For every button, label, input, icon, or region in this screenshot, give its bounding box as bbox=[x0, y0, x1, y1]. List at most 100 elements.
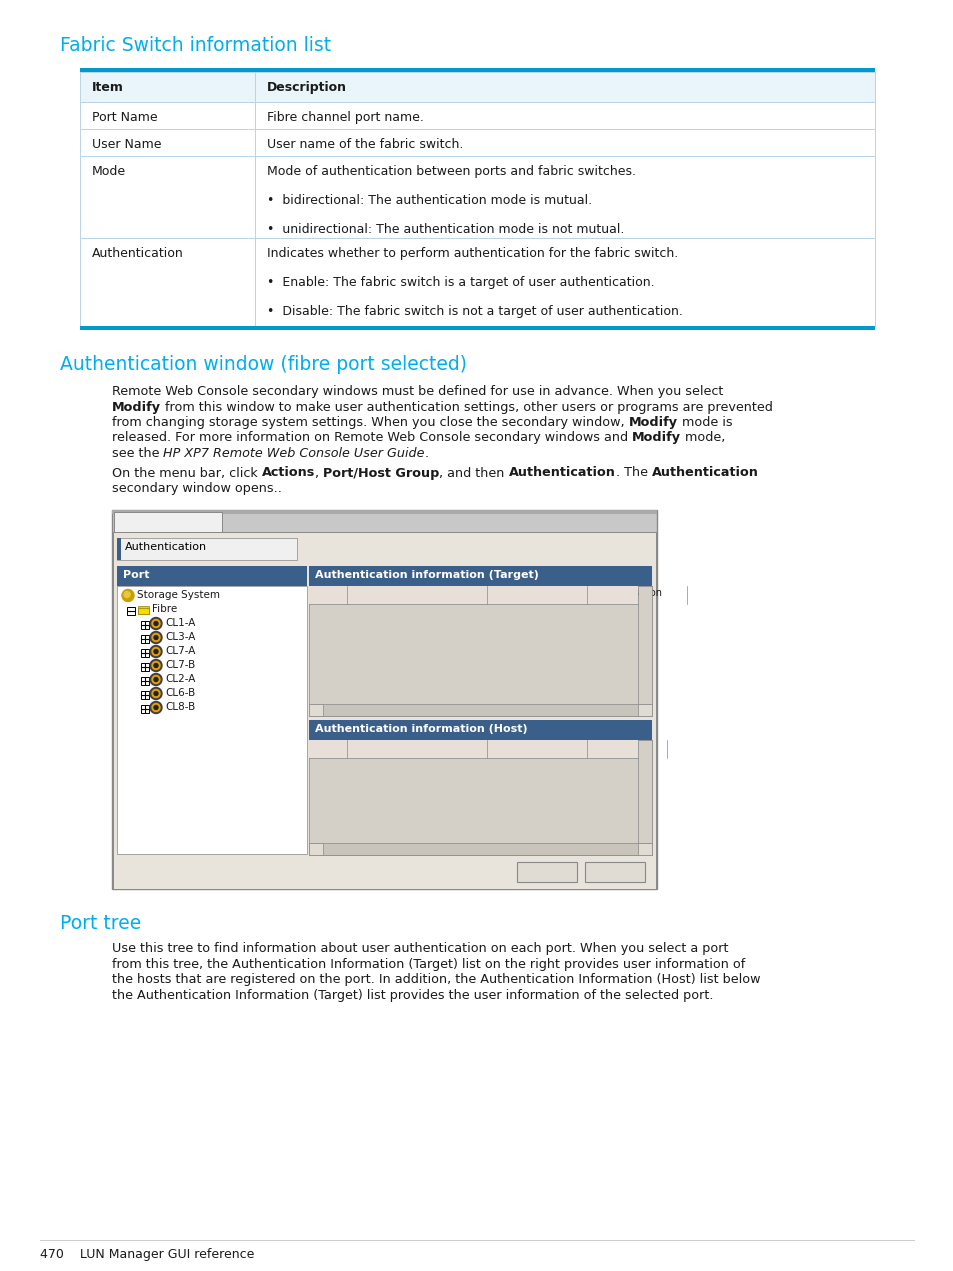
Circle shape bbox=[150, 688, 162, 699]
Circle shape bbox=[153, 649, 158, 653]
Bar bbox=[80, 69, 874, 72]
Text: from this tree, the Authentication Information (Target) list on the right provid: from this tree, the Authentication Infor… bbox=[112, 958, 744, 971]
Text: Storage System: Storage System bbox=[137, 591, 220, 600]
Text: ,: , bbox=[314, 466, 323, 479]
Bar bbox=[638, 704, 651, 716]
Bar bbox=[80, 325, 874, 330]
Bar bbox=[117, 586, 307, 854]
Text: CL1-A: CL1-A bbox=[165, 619, 195, 628]
Circle shape bbox=[152, 633, 160, 642]
Text: see the: see the bbox=[112, 447, 163, 460]
Text: •  Enable: The fabric switch is a target of user authentication.: • Enable: The fabric switch is a target … bbox=[267, 276, 654, 289]
Bar bbox=[141, 690, 149, 699]
Text: FC Authentication: FC Authentication bbox=[120, 515, 213, 525]
Text: Port: Port bbox=[123, 569, 150, 580]
Text: Indicates whether to perform authentication for the fabric switch.: Indicates whether to perform authenticat… bbox=[267, 247, 678, 261]
Text: Authentication information (Target): Authentication information (Target) bbox=[314, 569, 538, 580]
Bar bbox=[309, 843, 323, 854]
Bar bbox=[141, 662, 149, 671]
Text: Fabric Switch information list: Fabric Switch information list bbox=[60, 36, 331, 55]
Text: No.: No. bbox=[313, 588, 329, 599]
Text: •  bidirectional: The authentication mode is mutual.: • bidirectional: The authentication mode… bbox=[267, 194, 592, 207]
Bar bbox=[517, 863, 577, 882]
Bar bbox=[113, 511, 222, 531]
Bar bbox=[138, 608, 149, 614]
Text: Mode of authentication between ports and fabric switches.: Mode of authentication between ports and… bbox=[267, 165, 636, 178]
Text: mode is: mode is bbox=[677, 416, 732, 430]
Text: Mode: Mode bbox=[91, 165, 126, 178]
Text: CL2-A: CL2-A bbox=[165, 675, 195, 685]
Circle shape bbox=[150, 632, 162, 643]
Bar bbox=[141, 634, 149, 643]
Bar bbox=[638, 843, 651, 854]
Bar bbox=[309, 586, 638, 604]
Text: •  unidirectional: The authentication mode is not mutual.: • unidirectional: The authentication mod… bbox=[267, 222, 623, 236]
Text: Authentication: Authentication bbox=[590, 588, 662, 599]
Circle shape bbox=[153, 636, 158, 639]
Text: Modify: Modify bbox=[632, 431, 680, 445]
Text: Authentication: Authentication bbox=[508, 466, 615, 479]
Bar bbox=[127, 606, 135, 614]
Text: released. For more information on Remote Web Console secondary windows and: released. For more information on Remote… bbox=[112, 431, 632, 445]
Text: User name of the fabric switch.: User name of the fabric switch. bbox=[267, 139, 463, 151]
Bar bbox=[80, 72, 874, 102]
Bar bbox=[141, 704, 149, 713]
Text: Actions: Actions bbox=[261, 466, 314, 479]
Text: Authentication window (fibre port selected): Authentication window (fibre port select… bbox=[60, 355, 467, 374]
Bar bbox=[80, 102, 874, 128]
Text: Authentication: Authentication bbox=[651, 466, 758, 479]
Text: Remote Web Console secondary windows must be defined for use in advance. When yo: Remote Web Console secondary windows mus… bbox=[112, 385, 722, 398]
Text: Port Name: Port Name bbox=[91, 111, 157, 125]
Text: HP XP7 Remote Web Console User Guide: HP XP7 Remote Web Console User Guide bbox=[163, 447, 424, 460]
Bar bbox=[584, 863, 644, 882]
Text: . The: . The bbox=[615, 466, 651, 479]
Text: Use this tree to find information about user authentication on each port. When y: Use this tree to find information about … bbox=[112, 943, 728, 956]
Circle shape bbox=[150, 674, 162, 685]
Bar bbox=[80, 238, 874, 325]
Bar bbox=[309, 704, 323, 716]
Circle shape bbox=[152, 689, 160, 698]
Text: the hosts that are registered on the port. In addition, the Authentication Infor: the hosts that are registered on the por… bbox=[112, 974, 760, 986]
Text: , and then: , and then bbox=[439, 466, 508, 479]
Text: ►: ► bbox=[641, 845, 647, 852]
Circle shape bbox=[153, 705, 158, 709]
Text: Description: Description bbox=[267, 81, 347, 94]
Text: User Name: User Name bbox=[91, 139, 161, 151]
Bar bbox=[309, 843, 651, 854]
Text: Protocol: Protocol bbox=[590, 742, 630, 752]
Circle shape bbox=[150, 660, 162, 671]
Text: ◄: ◄ bbox=[313, 845, 318, 852]
Text: CL3-A: CL3-A bbox=[165, 633, 195, 643]
Text: CL7-A: CL7-A bbox=[165, 647, 195, 657]
Text: from changing storage system settings. When you close the secondary window,: from changing storage system settings. W… bbox=[112, 416, 628, 430]
Text: •  Disable: The fabric switch is not a target of user authentication.: • Disable: The fabric switch is not a ta… bbox=[267, 305, 682, 318]
Text: Port tree: Port tree bbox=[60, 915, 141, 933]
Bar bbox=[80, 156, 874, 238]
Text: 470    LUN Manager GUI reference: 470 LUN Manager GUI reference bbox=[40, 1248, 254, 1261]
Circle shape bbox=[152, 675, 160, 684]
Circle shape bbox=[152, 704, 160, 712]
Text: Apply: Apply bbox=[531, 867, 562, 877]
Text: from this window to make user authentication settings, other users or programs a: from this window to make user authentica… bbox=[161, 400, 772, 413]
Circle shape bbox=[150, 646, 162, 657]
Text: User Name: User Name bbox=[491, 588, 545, 599]
Circle shape bbox=[124, 591, 130, 597]
Text: Target Name: Target Name bbox=[351, 588, 413, 599]
Text: User Name: User Name bbox=[491, 742, 545, 752]
Bar bbox=[141, 676, 149, 685]
Bar bbox=[112, 510, 657, 890]
Text: Authentication: Authentication bbox=[91, 247, 184, 261]
Text: Modify: Modify bbox=[112, 400, 161, 413]
Text: Fibre: Fibre bbox=[152, 605, 177, 614]
Bar bbox=[309, 740, 638, 758]
Circle shape bbox=[152, 619, 160, 628]
Circle shape bbox=[122, 590, 133, 601]
Bar bbox=[638, 740, 651, 843]
Text: .: . bbox=[424, 447, 429, 460]
Bar bbox=[141, 648, 149, 657]
Bar bbox=[141, 620, 149, 628]
Text: Target Name: Target Name bbox=[351, 742, 413, 752]
Bar bbox=[309, 566, 651, 586]
Circle shape bbox=[152, 647, 160, 656]
Bar bbox=[112, 510, 657, 513]
